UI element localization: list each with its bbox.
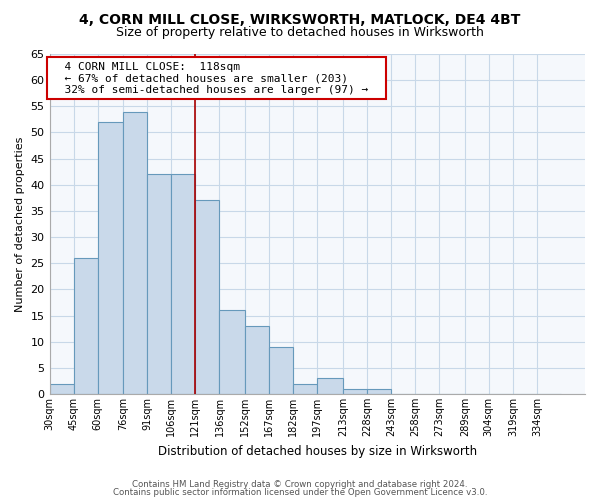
Bar [148,174,172,394]
Bar [293,384,317,394]
Bar [245,326,269,394]
Text: Contains HM Land Registry data © Crown copyright and database right 2024.: Contains HM Land Registry data © Crown c… [132,480,468,489]
Bar [50,384,74,394]
X-axis label: Distribution of detached houses by size in Wirksworth: Distribution of detached houses by size … [158,444,477,458]
Bar [220,310,245,394]
Bar [269,347,293,394]
Bar [172,174,196,394]
Y-axis label: Number of detached properties: Number of detached properties [15,136,25,312]
Text: Contains public sector information licensed under the Open Government Licence v3: Contains public sector information licen… [113,488,487,497]
Bar [343,389,367,394]
Bar [196,200,220,394]
Bar [74,258,98,394]
Text: Size of property relative to detached houses in Wirksworth: Size of property relative to detached ho… [116,26,484,39]
Text: 4, CORN MILL CLOSE, WIRKSWORTH, MATLOCK, DE4 4BT: 4, CORN MILL CLOSE, WIRKSWORTH, MATLOCK,… [79,12,521,26]
Bar [98,122,123,394]
Text: 4 CORN MILL CLOSE:  118sqm
  ← 67% of detached houses are smaller (203)
  32% of: 4 CORN MILL CLOSE: 118sqm ← 67% of detac… [51,62,382,95]
Bar [123,112,148,394]
Bar [317,378,343,394]
Bar [367,389,391,394]
